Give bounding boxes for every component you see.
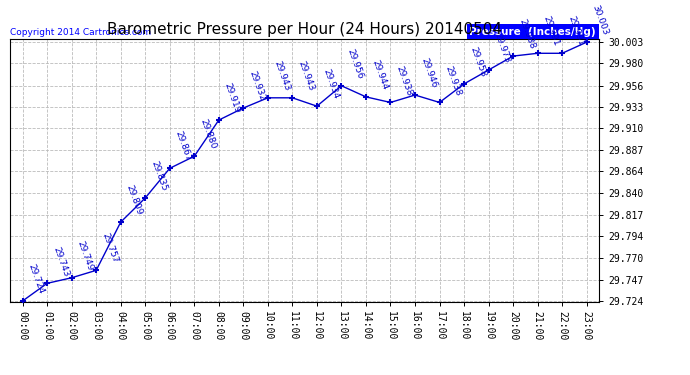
Text: 29.958: 29.958 — [469, 46, 487, 78]
Text: 29.991: 29.991 — [542, 15, 561, 48]
Text: Copyright 2014 Cartronics.com: Copyright 2014 Cartronics.com — [10, 28, 152, 37]
Text: 29.988: 29.988 — [518, 18, 537, 51]
Text: 29.880: 29.880 — [199, 118, 217, 151]
Text: 29.934: 29.934 — [321, 68, 340, 100]
Text: 29.973: 29.973 — [493, 32, 512, 64]
Text: 29.938: 29.938 — [444, 64, 463, 97]
Text: 29.944: 29.944 — [370, 59, 389, 92]
Text: 29.835: 29.835 — [150, 160, 168, 192]
Text: 30.003: 30.003 — [591, 4, 610, 37]
Text: 29.919: 29.919 — [223, 82, 242, 114]
Text: 29.956: 29.956 — [346, 48, 365, 80]
Text: 29.867: 29.867 — [174, 130, 193, 163]
Text: 29.946: 29.946 — [419, 57, 438, 90]
Text: 29.757: 29.757 — [100, 232, 119, 265]
Text: 29.943: 29.943 — [297, 60, 316, 92]
Text: Pressure  (Inches/Hg): Pressure (Inches/Hg) — [469, 27, 596, 37]
Text: 29.724: 29.724 — [27, 263, 46, 296]
Text: 29.938: 29.938 — [395, 64, 414, 97]
Text: 29.932: 29.932 — [248, 70, 266, 102]
Text: 29.943: 29.943 — [272, 60, 291, 92]
Text: 29.743: 29.743 — [51, 245, 70, 278]
Text: 29.809: 29.809 — [125, 184, 144, 216]
Text: 29.991: 29.991 — [566, 15, 586, 48]
Text: 29.749: 29.749 — [76, 240, 95, 272]
Title: Barometric Pressure per Hour (24 Hours) 20140504: Barometric Pressure per Hour (24 Hours) … — [107, 22, 502, 37]
